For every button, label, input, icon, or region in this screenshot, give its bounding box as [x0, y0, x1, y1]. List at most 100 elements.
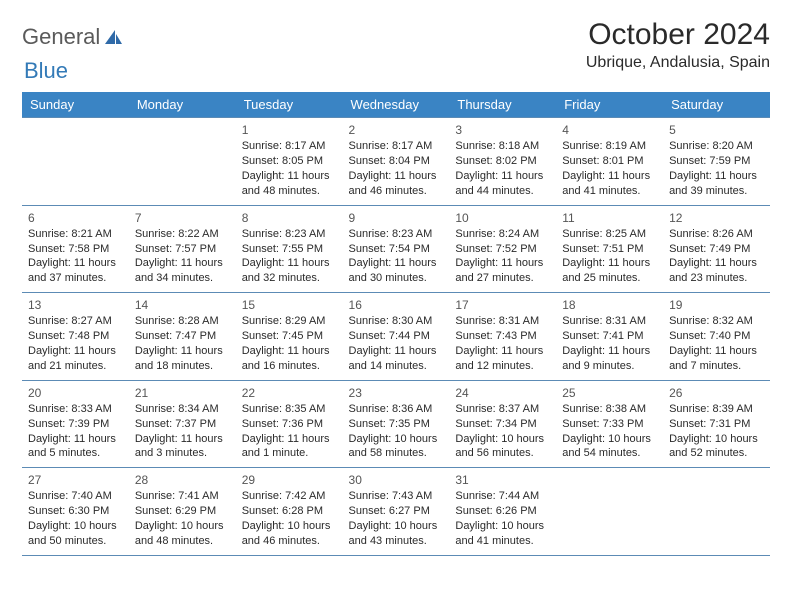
daylight-text: Daylight: 10 hours	[562, 432, 657, 447]
calendar-cell	[129, 118, 236, 206]
sunrise-text: Sunrise: 8:28 AM	[135, 314, 230, 329]
sunset-text: Sunset: 7:37 PM	[135, 417, 230, 432]
calendar-row: 20Sunrise: 8:33 AMSunset: 7:39 PMDayligh…	[22, 380, 770, 468]
sunrise-text: Sunrise: 8:36 AM	[349, 402, 444, 417]
calendar-cell: 14Sunrise: 8:28 AMSunset: 7:47 PMDayligh…	[129, 293, 236, 381]
sunset-text: Sunset: 7:45 PM	[242, 329, 337, 344]
calendar-cell: 12Sunrise: 8:26 AMSunset: 7:49 PMDayligh…	[663, 205, 770, 293]
sunset-text: Sunset: 7:36 PM	[242, 417, 337, 432]
daylight-text: Daylight: 11 hours	[349, 256, 444, 271]
sunset-text: Sunset: 7:40 PM	[669, 329, 764, 344]
daylight-text: and 12 minutes.	[455, 359, 550, 374]
daylight-text: Daylight: 11 hours	[28, 344, 123, 359]
day-number: 2	[349, 122, 444, 138]
calendar-cell: 18Sunrise: 8:31 AMSunset: 7:41 PMDayligh…	[556, 293, 663, 381]
day-number: 23	[349, 385, 444, 401]
day-number: 8	[242, 210, 337, 226]
sunset-text: Sunset: 8:02 PM	[455, 154, 550, 169]
sunset-text: Sunset: 7:59 PM	[669, 154, 764, 169]
calendar-cell: 23Sunrise: 8:36 AMSunset: 7:35 PMDayligh…	[343, 380, 450, 468]
calendar-cell: 10Sunrise: 8:24 AMSunset: 7:52 PMDayligh…	[449, 205, 556, 293]
calendar-cell	[22, 118, 129, 206]
daylight-text: Daylight: 11 hours	[28, 432, 123, 447]
calendar-cell: 20Sunrise: 8:33 AMSunset: 7:39 PMDayligh…	[22, 380, 129, 468]
calendar-header: Sunday Monday Tuesday Wednesday Thursday…	[22, 92, 770, 118]
sunset-text: Sunset: 7:39 PM	[28, 417, 123, 432]
calendar-body: 1 Sunrise: 8:17 AM Sunset: 8:05 PM Daylight…	[22, 118, 770, 556]
sunset-text: Sunset: 7:35 PM	[349, 417, 444, 432]
day-number: 17	[455, 297, 550, 313]
daylight-text: and 52 minutes.	[669, 446, 764, 461]
daylight-text: and 18 minutes.	[135, 359, 230, 374]
calendar-cell	[663, 468, 770, 556]
daylight-text: and 56 minutes.	[455, 446, 550, 461]
daylight-text: Daylight: 11 hours	[135, 432, 230, 447]
daylight-text: and 54 minutes.	[562, 446, 657, 461]
sunset-text: Sunset: 7:44 PM	[349, 329, 444, 344]
sunset-text: Sunset: 8:01 PM	[562, 154, 657, 169]
day-number: 16	[349, 297, 444, 313]
sunrise-text: Sunrise: 8:30 AM	[349, 314, 444, 329]
calendar-cell: 26Sunrise: 8:39 AMSunset: 7:31 PMDayligh…	[663, 380, 770, 468]
sunset-text: Sunset: 7:33 PM	[562, 417, 657, 432]
sunrise-text: Sunrise: 8:27 AM	[28, 314, 123, 329]
daylight-text: Daylight: 11 hours	[669, 256, 764, 271]
sunrise-text: Sunrise: 8:34 AM	[135, 402, 230, 417]
daylight-text: and 7 minutes.	[669, 359, 764, 374]
day-number: 27	[28, 472, 123, 488]
sunset-text: Sunset: 7:52 PM	[455, 242, 550, 257]
day-number: 1	[242, 122, 337, 138]
day-number: 5	[669, 122, 764, 138]
sunset-text: Sunset: 7:58 PM	[28, 242, 123, 257]
daylight-text: and 23 minutes.	[669, 271, 764, 286]
day-number: 14	[135, 297, 230, 313]
calendar-cell: 11Sunrise: 8:25 AMSunset: 7:51 PMDayligh…	[556, 205, 663, 293]
sunrise-text: Sunrise: 8:29 AM	[242, 314, 337, 329]
sunrise-text: Sunrise: 8:37 AM	[455, 402, 550, 417]
daylight-text: and 50 minutes.	[28, 534, 123, 549]
daylight-text: Daylight: 11 hours	[242, 256, 337, 271]
day-header: Monday	[129, 92, 236, 118]
daylight-text: and 27 minutes.	[455, 271, 550, 286]
sunset-text: Sunset: 8:05 PM	[242, 154, 337, 169]
sunset-text: Sunset: 6:29 PM	[135, 504, 230, 519]
daylight-text: and 46 minutes.	[242, 534, 337, 549]
daylight-text: Daylight: 11 hours	[135, 256, 230, 271]
daylight-text: and 37 minutes.	[28, 271, 123, 286]
daylight-text: Daylight: 11 hours	[455, 344, 550, 359]
daylight-text: and 14 minutes.	[349, 359, 444, 374]
sunrise-text: Sunrise: 8:22 AM	[135, 227, 230, 242]
sunrise-text: Sunrise: 8:17 AM	[349, 139, 444, 154]
calendar-cell: 16Sunrise: 8:30 AMSunset: 7:44 PMDayligh…	[343, 293, 450, 381]
sunrise-text: Sunrise: 8:39 AM	[669, 402, 764, 417]
day-number: 24	[455, 385, 550, 401]
sunrise-text: Sunrise: 7:43 AM	[349, 489, 444, 504]
day-number: 28	[135, 472, 230, 488]
daylight-text: Daylight: 10 hours	[349, 519, 444, 534]
sunrise-text: Sunrise: 7:40 AM	[28, 489, 123, 504]
day-number: 10	[455, 210, 550, 226]
sunrise-text: Sunrise: 8:25 AM	[562, 227, 657, 242]
day-number: 26	[669, 385, 764, 401]
day-number: 13	[28, 297, 123, 313]
daylight-text: Daylight: 11 hours	[669, 344, 764, 359]
daylight-text: and 32 minutes.	[242, 271, 337, 286]
daylight-text: and 39 minutes.	[669, 184, 764, 199]
sunset-text: Sunset: 7:43 PM	[455, 329, 550, 344]
daylight-text: Daylight: 11 hours	[242, 432, 337, 447]
daylight-text: Daylight: 10 hours	[669, 432, 764, 447]
daylight-text: Daylight: 10 hours	[455, 432, 550, 447]
calendar-cell: 29Sunrise: 7:42 AMSunset: 6:28 PMDayligh…	[236, 468, 343, 556]
calendar-cell: 28Sunrise: 7:41 AMSunset: 6:29 PMDayligh…	[129, 468, 236, 556]
day-number: 30	[349, 472, 444, 488]
day-number: 29	[242, 472, 337, 488]
sunrise-text: Sunrise: 8:21 AM	[28, 227, 123, 242]
calendar-cell: 3Sunrise: 8:18 AMSunset: 8:02 PMDaylight…	[449, 118, 556, 206]
day-number: 15	[242, 297, 337, 313]
daylight-text: and 21 minutes.	[28, 359, 123, 374]
sunset-text: Sunset: 7:41 PM	[562, 329, 657, 344]
daylight-text: Daylight: 11 hours	[562, 256, 657, 271]
day-number: 12	[669, 210, 764, 226]
calendar-row: 1Sunrise: 8:17 AMSunset: 8:05 PMDaylight…	[22, 118, 770, 206]
calendar-cell: 7Sunrise: 8:22 AMSunset: 7:57 PMDaylight…	[129, 205, 236, 293]
